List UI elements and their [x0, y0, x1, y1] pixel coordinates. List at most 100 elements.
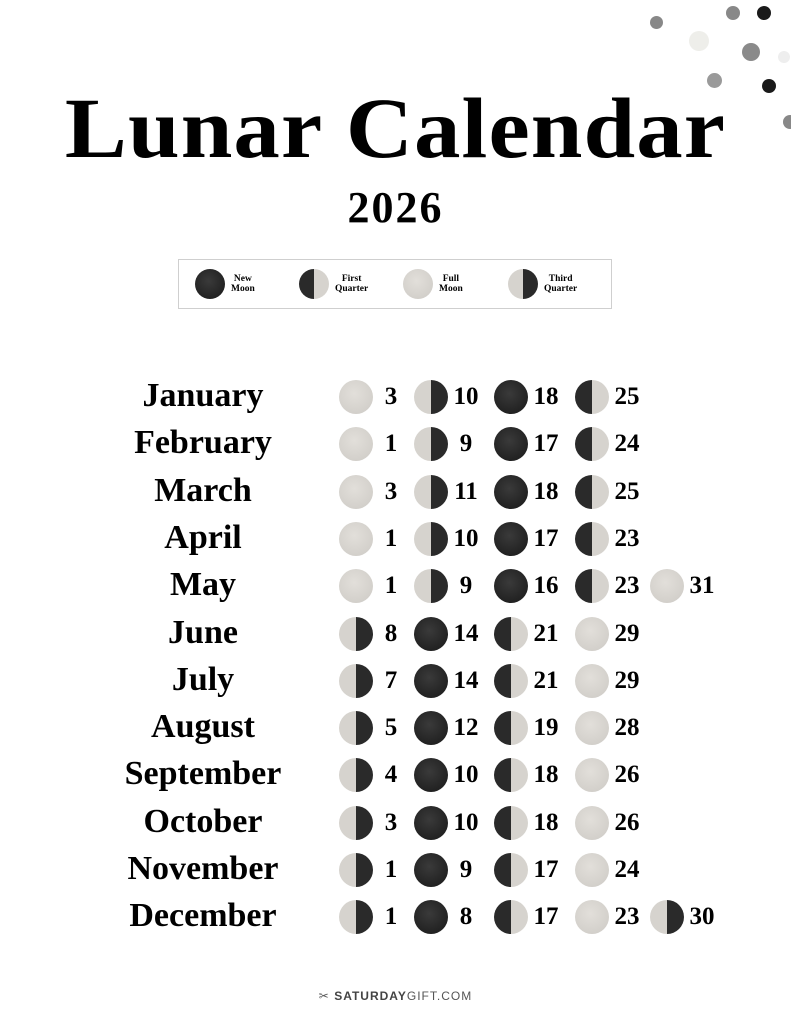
phase-day: 3 — [384, 477, 398, 505]
full-moon-icon — [575, 711, 609, 746]
first-quarter-icon — [575, 569, 609, 604]
phase-entry: 21 — [494, 663, 561, 698]
dot-icon — [689, 31, 709, 51]
phase-entry: 1 — [339, 427, 406, 462]
legend-label-line2: Quarter — [335, 284, 369, 294]
phase-entry: 5 — [339, 711, 406, 746]
month-row: May 1 9 16 23 31 — [0, 566, 791, 614]
phase-day: 7 — [384, 666, 398, 694]
third-quarter-icon — [414, 569, 448, 604]
phase-entry: 31 — [650, 569, 717, 604]
phase-day: 1 — [384, 572, 398, 600]
phase-entry: 18 — [494, 474, 561, 509]
phase-day: 17 — [533, 430, 559, 458]
phase-entry: 17 — [494, 900, 561, 935]
dot-icon — [762, 79, 776, 93]
legend-label-line1: Third — [548, 274, 573, 284]
third-quarter-icon — [650, 900, 684, 935]
phase-day: 18 — [533, 761, 559, 789]
phase-entry: 25 — [575, 380, 642, 414]
month-row: September 4 10 18 26 — [0, 755, 791, 803]
phase-day: 24 — [614, 856, 640, 883]
dot-icon — [742, 43, 760, 61]
month-row: August 5 12 19 28 — [0, 708, 791, 756]
legend-label-line1: First — [341, 274, 362, 284]
legend-item-new-moon: New Moon — [195, 269, 255, 299]
phase-day: 10 — [453, 808, 479, 836]
phase-day: 17 — [533, 524, 559, 552]
full-moon-icon — [339, 427, 373, 462]
dot-icon — [726, 6, 740, 20]
dot-icon — [650, 16, 663, 29]
full-moon-icon — [575, 758, 609, 793]
phase-entry: 29 — [575, 616, 642, 651]
new-moon-icon — [414, 616, 448, 651]
legend-label-line2: Moon — [231, 284, 255, 294]
phase-entry: 17 — [494, 427, 561, 462]
phase-entry: 1 — [339, 853, 406, 887]
phase-day: 30 — [689, 903, 715, 931]
phase-entry: 10 — [414, 805, 481, 840]
full-moon-icon — [575, 853, 609, 887]
new-moon-icon — [414, 663, 448, 698]
phase-entry: 8 — [414, 900, 481, 935]
first-quarter-icon — [299, 269, 329, 299]
legend-item-first-quarter: First Quarter — [299, 269, 368, 299]
legend-label-line2: Quarter — [544, 284, 578, 294]
phase-day: 3 — [384, 383, 398, 410]
first-quarter-icon — [494, 805, 528, 840]
first-quarter-icon — [575, 427, 609, 462]
month-name: April — [164, 518, 242, 556]
dot-icon — [757, 6, 771, 20]
full-moon-icon — [575, 663, 609, 698]
dot-icon — [783, 115, 791, 129]
month-name: May — [169, 566, 237, 604]
third-quarter-icon — [339, 758, 373, 793]
phase-entry: 16 — [494, 569, 561, 604]
phase-day: 8 — [459, 903, 473, 931]
first-quarter-icon — [494, 711, 528, 746]
month-row: November 1 9 17 24 — [0, 850, 791, 898]
phase-entry: 24 — [575, 853, 642, 887]
phase-entry: 29 — [575, 663, 642, 698]
legend-label: New Moon — [231, 274, 255, 294]
phase-day: 9 — [459, 856, 473, 883]
phase-day: 14 — [453, 619, 479, 647]
first-quarter-icon — [494, 853, 528, 887]
phase-day: 29 — [614, 619, 640, 647]
month-row: January 3 10 18 25 — [0, 377, 791, 425]
legend-item-full-moon: Full Moon — [403, 269, 463, 299]
third-quarter-icon — [508, 269, 538, 299]
month-row: October 3 10 18 26 — [0, 803, 791, 851]
phase-entry: 23 — [575, 569, 642, 604]
legend-label-line1: Full — [442, 274, 460, 284]
phase-day: 1 — [384, 430, 398, 458]
new-moon-icon — [195, 269, 225, 299]
phase-day: 1 — [384, 856, 398, 883]
first-quarter-icon — [494, 616, 528, 651]
dot-icon — [707, 73, 722, 88]
phase-entry: 19 — [494, 711, 561, 746]
first-quarter-icon — [494, 900, 528, 935]
month-row: June 8 14 21 29 — [0, 614, 791, 662]
month-name: February — [134, 424, 272, 462]
phase-entry: 14 — [414, 616, 481, 651]
phase-day: 11 — [454, 477, 478, 505]
phase-day: 3 — [384, 808, 398, 836]
month-name: January — [142, 377, 264, 414]
phase-entry: 23 — [575, 521, 642, 556]
phase-entry: 18 — [494, 758, 561, 793]
legend-label: First Quarter — [335, 274, 368, 294]
phase-day: 10 — [453, 524, 479, 552]
phase-day: 4 — [384, 761, 398, 789]
full-moon-icon — [575, 900, 609, 935]
month-name: July — [171, 660, 235, 698]
legend: New Moon First Quarter Full Moon Third Quart… — [178, 259, 612, 309]
phase-day: 23 — [614, 572, 640, 600]
phase-day: 1 — [384, 524, 398, 552]
full-moon-icon — [339, 380, 373, 414]
phase-entry: 25 — [575, 474, 642, 509]
phase-day: 14 — [453, 666, 479, 694]
phase-entry: 14 — [414, 663, 481, 698]
third-quarter-icon — [339, 900, 373, 935]
